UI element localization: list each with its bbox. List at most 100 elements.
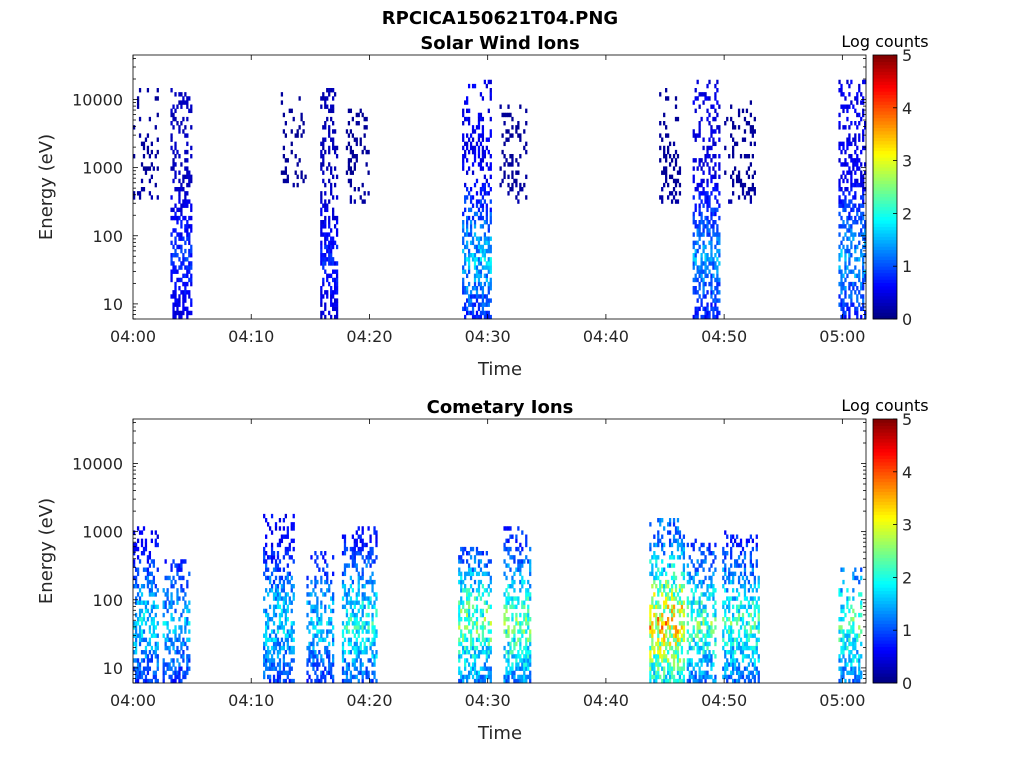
spectrogram-cell xyxy=(146,555,150,560)
spectrogram-cell xyxy=(469,666,473,671)
spectrogram-cell xyxy=(371,546,374,552)
spectrogram-cell xyxy=(659,133,662,138)
spectrogram-cell xyxy=(164,637,167,643)
spectrogram-cell xyxy=(286,551,289,556)
spectrogram-cell xyxy=(674,654,678,659)
spectrogram-cell xyxy=(190,248,193,254)
spectrogram-cell xyxy=(521,658,524,663)
spectrogram-cell xyxy=(743,116,747,122)
spectrogram-cell xyxy=(322,281,325,287)
spectrogram-cell xyxy=(278,625,282,630)
spectrogram-cell xyxy=(471,674,475,680)
spectrogram-cell xyxy=(838,629,841,634)
spectrogram-cell xyxy=(682,633,686,638)
spectrogram-cell xyxy=(320,588,323,593)
spectrogram-cell xyxy=(694,674,697,680)
spectrogram-cell xyxy=(475,604,479,610)
spectrogram-cell xyxy=(332,608,335,614)
spectrogram-cell xyxy=(515,658,518,663)
colorbar-segment xyxy=(873,289,897,293)
spectrogram-cell xyxy=(278,674,282,680)
spectrogram-cell xyxy=(525,588,528,593)
spectrogram-cell xyxy=(481,224,485,229)
spectrogram-cell xyxy=(710,240,713,246)
spectrogram-cell xyxy=(164,592,167,597)
spectrogram-cell xyxy=(136,546,140,552)
spectrogram-cell xyxy=(858,166,861,171)
spectrogram-cell xyxy=(142,666,146,671)
spectrogram-cell xyxy=(659,629,662,634)
spectrogram-cell xyxy=(182,257,185,262)
spectrogram-cell xyxy=(716,187,719,192)
spectrogram-cell xyxy=(184,257,187,262)
spectrogram-cell xyxy=(322,170,325,175)
spectrogram-cell xyxy=(471,253,475,258)
spectrogram-cell xyxy=(844,174,847,180)
spectrogram-cell xyxy=(473,145,477,151)
spectrogram-cell xyxy=(182,290,185,295)
spectrogram-cell xyxy=(310,617,313,622)
spectrogram-cell xyxy=(840,174,843,180)
spectrogram-cell xyxy=(702,654,705,659)
spectrogram-cell xyxy=(665,571,668,577)
spectrogram-cell xyxy=(186,170,189,175)
spectrogram-cell xyxy=(704,314,707,320)
spectrogram-cell xyxy=(154,542,157,548)
spectrogram-cell xyxy=(852,629,855,634)
spectrogram-cell xyxy=(509,133,512,138)
spectrogram-cell xyxy=(477,273,481,279)
spectrogram-cell xyxy=(730,662,733,667)
spectrogram-cell xyxy=(842,302,845,307)
spectrogram-cell xyxy=(864,220,867,225)
spectrogram-cell xyxy=(686,658,689,663)
spectrogram-cell xyxy=(464,182,467,188)
spectrogram-cell xyxy=(180,182,183,188)
spectrogram-cell xyxy=(659,195,662,200)
spectrogram-cell xyxy=(704,273,707,279)
spectrogram-cell xyxy=(477,563,481,568)
spectrogram-cell xyxy=(475,645,479,651)
spectrogram-cell xyxy=(517,662,520,667)
colorbar-segment xyxy=(873,170,897,175)
spectrogram-cell xyxy=(355,137,358,142)
spectrogram-cell xyxy=(349,641,353,647)
spectrogram-cell xyxy=(690,542,693,548)
spectrogram-cell xyxy=(475,588,479,593)
spectrogram-cell xyxy=(848,125,851,130)
spectrogram-cell xyxy=(164,621,167,626)
spectrogram-cell xyxy=(479,567,483,572)
spectrogram-cell xyxy=(696,625,699,630)
spectrogram-cell xyxy=(517,191,520,196)
spectrogram-cell xyxy=(332,174,335,180)
spectrogram-cell xyxy=(320,162,323,167)
spectrogram-cell xyxy=(272,650,276,655)
spectrogram-cell xyxy=(172,207,175,213)
spectrogram-cell xyxy=(840,645,843,651)
spectrogram-cell xyxy=(180,232,183,237)
spectrogram-cell xyxy=(170,637,173,643)
spectrogram-cell xyxy=(308,629,311,634)
spectrogram-cell xyxy=(353,650,356,655)
spectrogram-cell xyxy=(655,641,658,647)
spectrogram-cell xyxy=(469,253,473,258)
spectrogram-cell xyxy=(361,567,364,572)
spectrogram-cell xyxy=(479,302,483,307)
spectrogram-cell xyxy=(838,269,841,274)
spectrogram-cell xyxy=(694,207,697,213)
spectrogram-cell xyxy=(133,650,136,655)
spectrogram-cell xyxy=(154,125,157,130)
spectrogram-cell xyxy=(688,678,691,684)
spectrogram-cell xyxy=(182,658,185,663)
colorbar-label: Log counts xyxy=(841,396,928,415)
spectrogram-cell xyxy=(511,596,514,601)
spectrogram-cell xyxy=(714,265,717,270)
spectrogram-cell xyxy=(749,670,753,676)
spectrogram-cell xyxy=(284,534,287,539)
spectrogram-cell xyxy=(858,666,861,671)
spectrogram-cell xyxy=(471,302,475,307)
spectrogram-cell xyxy=(324,645,327,651)
spectrogram-cell xyxy=(320,600,323,605)
spectrogram-cell xyxy=(343,678,347,684)
spectrogram-cell xyxy=(694,137,697,142)
spectrogram-cell xyxy=(696,310,699,316)
